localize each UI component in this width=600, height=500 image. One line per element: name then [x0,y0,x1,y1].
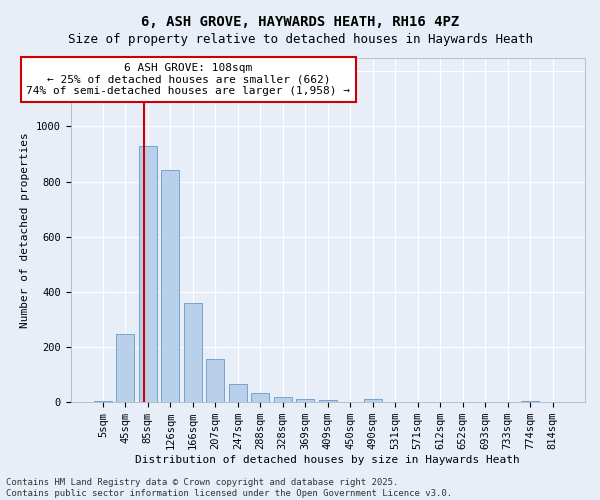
Bar [229,384,247,402]
Bar [139,146,157,402]
Bar [94,401,112,402]
Text: Contains HM Land Registry data © Crown copyright and database right 2025.
Contai: Contains HM Land Registry data © Crown c… [6,478,452,498]
Y-axis label: Number of detached properties: Number of detached properties [20,132,30,328]
Text: 6 ASH GROVE: 108sqm
← 25% of detached houses are smaller (662)
74% of semi-detac: 6 ASH GROVE: 108sqm ← 25% of detached ho… [26,63,350,96]
X-axis label: Distribution of detached houses by size in Haywards Heath: Distribution of detached houses by size … [136,455,520,465]
Bar [319,400,337,402]
Bar [251,393,269,402]
Text: 6, ASH GROVE, HAYWARDS HEATH, RH16 4PZ: 6, ASH GROVE, HAYWARDS HEATH, RH16 4PZ [141,15,459,29]
Text: Size of property relative to detached houses in Haywards Heath: Size of property relative to detached ho… [67,32,533,46]
Bar [274,396,292,402]
Bar [184,304,202,402]
Bar [296,399,314,402]
Bar [206,358,224,402]
Bar [364,400,382,402]
Bar [116,334,134,402]
Bar [161,170,179,402]
Bar [521,400,539,402]
